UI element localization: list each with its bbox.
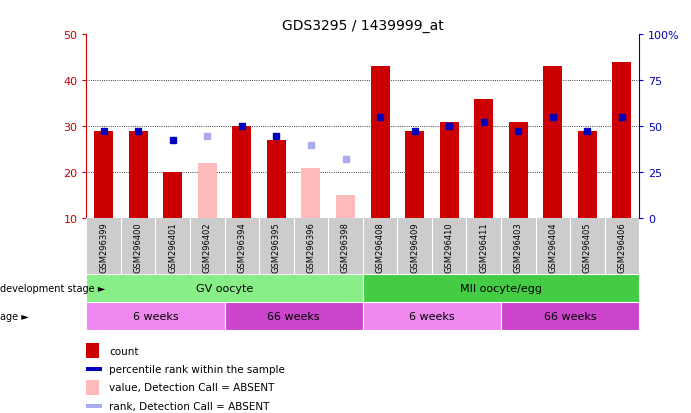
- Bar: [543, 67, 562, 219]
- Text: 6 weeks: 6 weeks: [409, 311, 455, 321]
- Text: GSM296396: GSM296396: [306, 222, 316, 273]
- Bar: [370, 67, 390, 219]
- Text: rank, Detection Call = ABSENT: rank, Detection Call = ABSENT: [109, 401, 269, 411]
- Bar: [86, 302, 225, 330]
- Text: GSM296408: GSM296408: [375, 222, 385, 272]
- Text: GSM296399: GSM296399: [99, 222, 108, 272]
- Text: percentile rank within the sample: percentile rank within the sample: [109, 364, 285, 374]
- Bar: [509, 122, 528, 219]
- Bar: [612, 63, 632, 219]
- Text: GSM296406: GSM296406: [617, 222, 627, 272]
- Bar: [129, 132, 148, 219]
- Bar: [94, 132, 113, 219]
- Text: GSM296403: GSM296403: [513, 222, 523, 272]
- Text: MII oocyte/egg: MII oocyte/egg: [460, 283, 542, 294]
- Text: GSM296394: GSM296394: [237, 222, 247, 272]
- Text: GSM296402: GSM296402: [202, 222, 212, 272]
- Text: GSM296411: GSM296411: [479, 222, 489, 272]
- Bar: [86, 404, 102, 408]
- Bar: [301, 169, 321, 219]
- Text: GV oocyte: GV oocyte: [196, 283, 253, 294]
- Bar: [86, 343, 99, 358]
- Bar: [439, 122, 459, 219]
- Title: GDS3295 / 1439999_at: GDS3295 / 1439999_at: [282, 19, 444, 33]
- Text: GSM296400: GSM296400: [133, 222, 143, 272]
- Text: age ►: age ►: [0, 311, 29, 321]
- Text: GSM296405: GSM296405: [583, 222, 592, 272]
- Text: development stage ►: development stage ►: [0, 283, 105, 294]
- Text: GSM296410: GSM296410: [444, 222, 454, 272]
- Text: value, Detection Call = ABSENT: value, Detection Call = ABSENT: [109, 382, 274, 392]
- Bar: [501, 302, 639, 330]
- Bar: [225, 302, 363, 330]
- Bar: [405, 132, 424, 219]
- Text: GSM296395: GSM296395: [272, 222, 281, 272]
- Text: GSM296404: GSM296404: [548, 222, 558, 272]
- Text: GSM296398: GSM296398: [341, 222, 350, 273]
- Bar: [86, 380, 99, 395]
- Bar: [336, 196, 355, 219]
- Bar: [363, 302, 501, 330]
- Bar: [86, 275, 363, 302]
- Text: count: count: [109, 346, 139, 356]
- Bar: [163, 173, 182, 219]
- Bar: [86, 367, 102, 371]
- Bar: [267, 141, 286, 219]
- Bar: [198, 164, 217, 219]
- Bar: [578, 132, 597, 219]
- Text: 6 weeks: 6 weeks: [133, 311, 178, 321]
- Bar: [474, 100, 493, 219]
- Bar: [232, 127, 252, 219]
- Text: GSM296401: GSM296401: [168, 222, 178, 272]
- Text: GSM296409: GSM296409: [410, 222, 419, 272]
- Bar: [363, 275, 639, 302]
- Text: 66 weeks: 66 weeks: [544, 311, 596, 321]
- Text: 66 weeks: 66 weeks: [267, 311, 320, 321]
